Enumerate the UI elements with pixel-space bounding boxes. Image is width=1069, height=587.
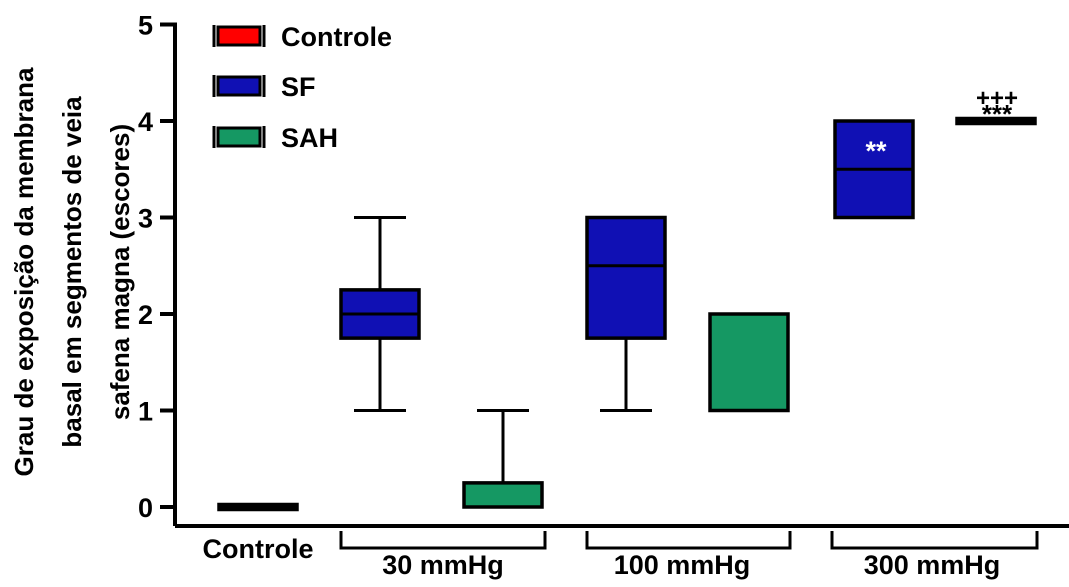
legend-swatch: [216, 126, 262, 148]
group-label: Controle: [203, 534, 314, 564]
y-axis-label-line-3: safena magna (escores): [105, 124, 135, 420]
y-tick-label: 3: [138, 204, 153, 234]
box-plot-sf: [585, 215, 667, 412]
y-tick-label: 4: [138, 107, 153, 137]
y-tick-label: 2: [138, 300, 153, 330]
group-label: 300 mmHg: [864, 550, 1001, 580]
legend-item: SAH: [212, 123, 338, 153]
group-bracket: [585, 531, 792, 550]
box-plot-sah: [462, 409, 544, 509]
box: [462, 481, 544, 509]
legend-item: SF: [212, 72, 316, 102]
y-tick-label: 5: [138, 11, 153, 41]
y-axis: 0 1 2 3 4 5: [138, 11, 177, 526]
group-label: 30 mmHg: [382, 550, 504, 580]
group-label: 100 mmHg: [614, 550, 751, 580]
x-axis: Controle 30 mmHg 100 mmHg 300 mmHg: [175, 524, 1069, 580]
box-plot-sf: [833, 119, 915, 220]
box: [585, 215, 667, 340]
legend-swatch: [216, 25, 262, 47]
significance-mark: **: [865, 136, 887, 166]
y-tick-label: 1: [138, 397, 153, 427]
legend-item: Controle: [212, 22, 392, 52]
legend-swatch: [216, 75, 262, 97]
box-plot-controle: [217, 502, 299, 512]
box-plot-sf: [339, 216, 421, 412]
legend-label: SF: [281, 72, 316, 102]
box-plot-sah: [955, 116, 1037, 126]
y-axis-label-line-1: Grau de exposição da membrana: [9, 67, 39, 476]
y-tick-label: 0: [138, 493, 153, 523]
group-bracket: [339, 531, 547, 550]
boxes-layer: [217, 116, 1037, 512]
legend-label: Controle: [281, 22, 392, 52]
y-axis-label: Grau de exposição da membrana basal em s…: [9, 67, 135, 476]
box: [708, 312, 790, 413]
y-axis-label-line-2: basal em segmentos de veia: [57, 96, 87, 448]
significance-mark: +++: [976, 85, 1018, 112]
group-bracket: [830, 531, 1039, 550]
box-plot-sah: [708, 312, 790, 413]
annotations-layer: ** +++***: [865, 85, 1018, 166]
legend: Controle SF SAH: [212, 22, 392, 153]
legend-label: SAH: [281, 123, 338, 153]
significance-mark: ***: [982, 99, 1013, 129]
